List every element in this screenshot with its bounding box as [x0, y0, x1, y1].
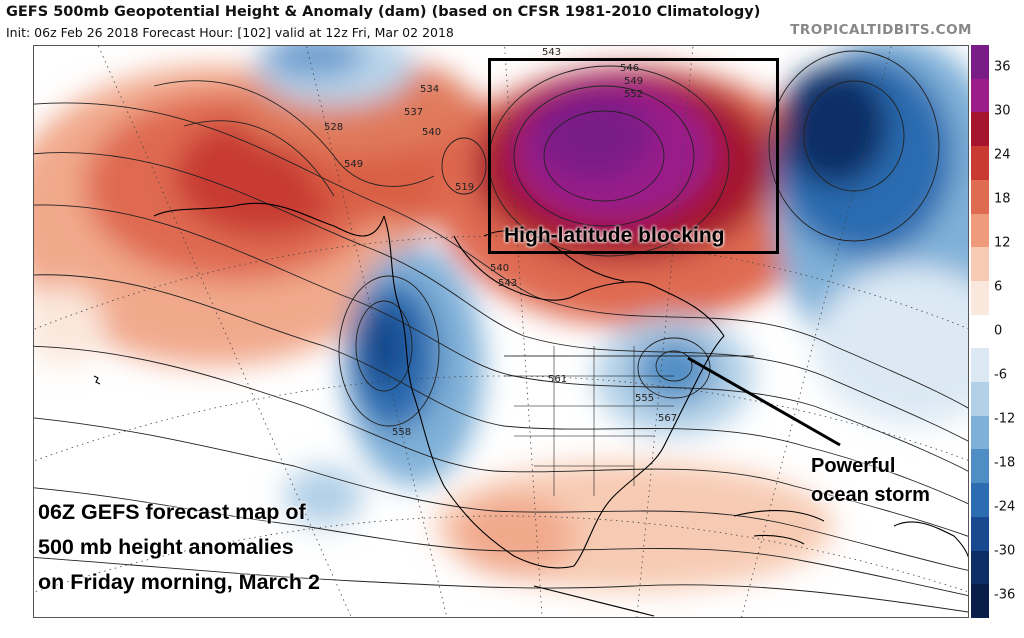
caption-line1: 06Z GEFS forecast map of: [38, 500, 306, 524]
coastlines: [93, 202, 968, 617]
contour-label: 549: [624, 76, 643, 87]
colorbar-tick-label: -6: [994, 367, 1007, 383]
storm-pointer-line: [687, 356, 841, 447]
blocking-annotation: High-latitude blocking: [504, 224, 725, 247]
colorbar-tick-label: 12: [994, 235, 1011, 251]
graticule: [34, 46, 968, 617]
anomaly-shading: [34, 46, 968, 591]
brand-watermark: TROPICALTIDBITS.COM: [790, 22, 972, 38]
colorbar-tick-label: 24: [994, 147, 1011, 163]
colorbar-segment: [971, 112, 989, 147]
colorbar-tick-label: -30: [994, 543, 1016, 559]
colorbar-segment: [971, 280, 989, 316]
contour-label: 546: [620, 63, 639, 74]
colorbar-segment: [971, 213, 989, 248]
contour-label: 540: [490, 263, 509, 274]
contour-label: 534: [420, 84, 439, 95]
colorbar-segment: [971, 415, 989, 450]
map-caption: 06Z GEFS forecast map of 500 mb height a…: [38, 495, 320, 600]
colorbar-segment: [971, 314, 989, 349]
contour-label: 549: [344, 159, 363, 170]
colorbar-segment: [971, 146, 989, 181]
contour-labels: 543 546 549 552 528 534 537 540 549 519 …: [324, 47, 677, 438]
colorbar-segment: [971, 550, 989, 585]
anomaly-colorbar: [971, 45, 989, 619]
map-title: GEFS 500mb Geopotential Height & Anomaly…: [6, 4, 761, 20]
contour-label: 555: [635, 393, 654, 404]
storm-annotation-line2: ocean storm: [811, 484, 930, 506]
colorbar-tick-label: 0: [994, 323, 1003, 339]
contour-label: 540: [422, 127, 441, 138]
colorbar-segment: [971, 45, 989, 80]
contour-label: 567: [658, 413, 677, 424]
blocking-highlight-box: [488, 58, 779, 254]
colorbar-tick-label: 36: [994, 59, 1011, 75]
colorbar-tick-label: -18: [994, 455, 1016, 471]
contour-label: 543: [498, 278, 517, 289]
colorbar-segment: [971, 483, 989, 518]
contour-label: 543: [542, 47, 561, 58]
height-contours: [34, 50, 968, 613]
colorbar-tick-label: -36: [994, 587, 1016, 603]
caption-line3: on Friday morning, March 2: [38, 570, 320, 594]
map-subtitle: Init: 06z Feb 26 2018 Forecast Hour: [10…: [6, 25, 454, 40]
storm-annotation-line1: Powerful: [811, 455, 896, 477]
colorbar-segment: [971, 247, 989, 282]
map-canvas: 543 546 549 552 528 534 537 540 549 519 …: [34, 46, 968, 617]
colorbar-segment: [971, 179, 989, 215]
contour-label: 552: [624, 89, 643, 100]
colorbar-segment: [971, 516, 989, 552]
contour-label: 561: [548, 374, 567, 385]
colorbar-segment: [971, 78, 989, 113]
contour-label: 528: [324, 122, 343, 133]
colorbar-segment: [971, 348, 989, 383]
caption-line2: 500 mb height anomalies: [38, 535, 294, 559]
colorbar-segment: [971, 584, 989, 619]
colorbar-tick-label: 6: [994, 279, 1003, 295]
colorbar-tick-label: 18: [994, 191, 1011, 207]
contour-label: 537: [404, 107, 423, 118]
colorbar-tick-label: -24: [994, 499, 1016, 515]
contour-label: 558: [392, 427, 411, 438]
anomaly-map: 543 546 549 552 528 534 537 540 549 519 …: [33, 45, 969, 618]
colorbar-tick-label: -12: [994, 411, 1016, 427]
colorbar-tick-label: 30: [994, 103, 1011, 119]
contour-label: 519: [455, 182, 474, 193]
storm-annotation: Powerful ocean storm: [811, 452, 930, 510]
colorbar-segment: [971, 449, 989, 484]
colorbar-segment: [971, 382, 989, 417]
